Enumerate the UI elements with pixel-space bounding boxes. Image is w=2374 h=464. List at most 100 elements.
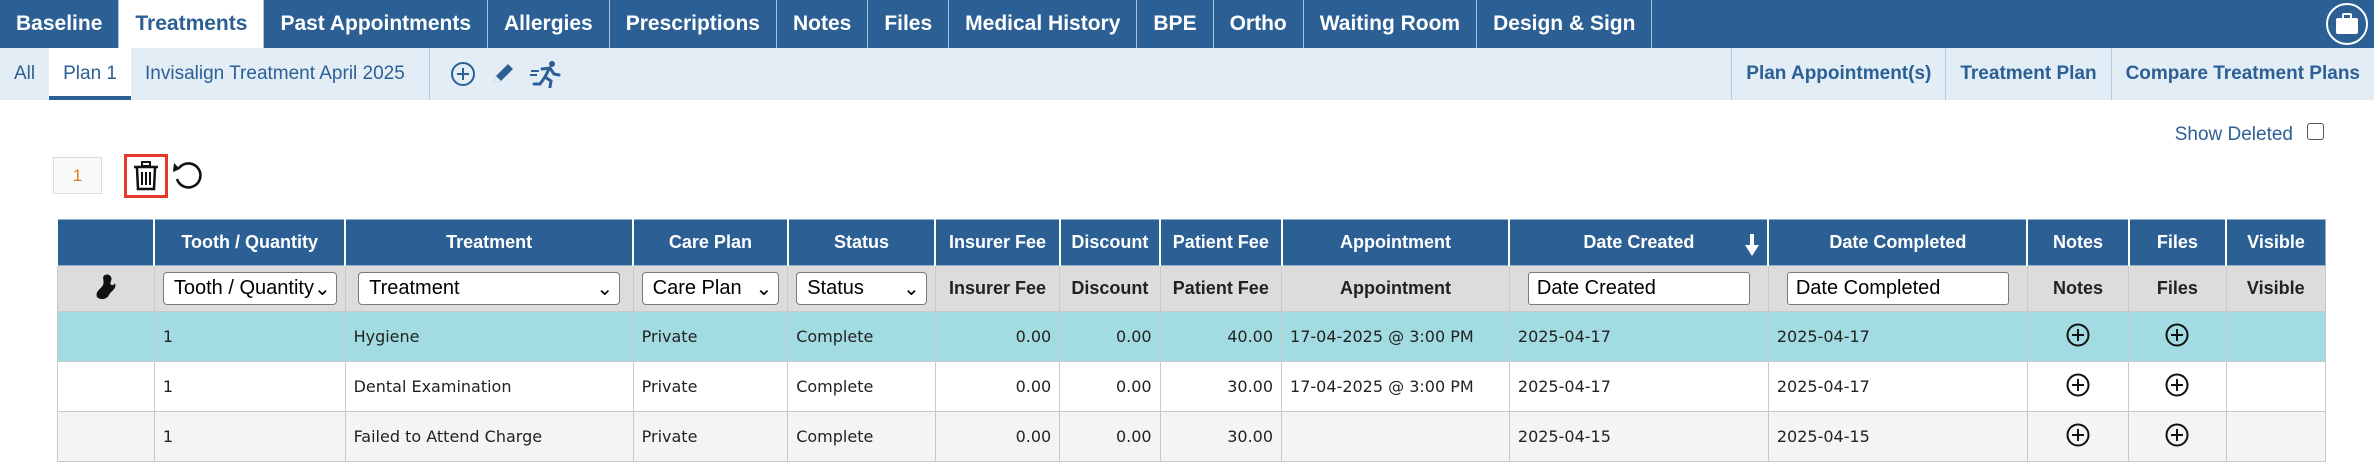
tab-waiting-room[interactable]: Waiting Room <box>1304 0 1478 48</box>
cell-files <box>2128 361 2227 412</box>
cell-date-completed: 2025-04-17 <box>1767 311 2028 362</box>
delete-button[interactable] <box>124 154 168 198</box>
row-handle <box>56 411 155 462</box>
undo-button[interactable] <box>168 156 208 196</box>
trash-icon <box>134 161 158 191</box>
subtab-plan-1[interactable]: Plan 1 <box>49 48 131 100</box>
tooth-icon[interactable] <box>91 271 121 301</box>
tab-baseline[interactable]: Baseline <box>0 0 120 48</box>
tab-allergies[interactable]: Allergies <box>488 0 610 48</box>
sort-down-icon[interactable] <box>1745 234 1760 256</box>
filter-files: Files <box>2128 265 2227 312</box>
briefcase-button[interactable] <box>2326 3 2368 45</box>
cell-discount: 0.00 <box>1059 411 1161 462</box>
briefcase-icon <box>2336 13 2358 34</box>
filter-cell-status: Status ⌄ <box>787 265 936 312</box>
cell-patient-fee: 30.00 <box>1159 361 1283 412</box>
tab-medical-history[interactable]: Medical History <box>949 0 1138 48</box>
plan-tools <box>428 48 582 100</box>
add-note-icon[interactable] <box>2066 323 2090 347</box>
table-row[interactable]: 1 Hygiene Private Complete 0.00 0.00 40.… <box>56 311 2327 362</box>
plan-actions: Plan Appointment(s) Treatment Plan Compa… <box>1731 48 2374 100</box>
cell-date-created: 2025-04-17 <box>1508 311 1769 362</box>
cell-visible <box>2225 311 2327 362</box>
add-note-icon[interactable] <box>2066 373 2090 397</box>
header-tooth-quantity[interactable]: Tooth / Quantity <box>153 219 346 266</box>
add-file-icon[interactable] <box>2165 323 2189 347</box>
treatment-filter[interactable]: Treatment ⌄ <box>358 272 621 305</box>
add-file-icon[interactable] <box>2165 373 2189 397</box>
table-row[interactable]: 1 Failed to Attend Charge Private Comple… <box>56 411 2327 462</box>
filter-visible: Visible <box>2225 265 2327 312</box>
cell-status: Complete <box>787 411 936 462</box>
cell-tooth: 1 <box>153 311 346 362</box>
header-patient-fee[interactable]: Patient Fee <box>1159 219 1283 266</box>
cell-appointment: 17-04-2025 @ 3:00 PM <box>1281 361 1510 412</box>
treatments-table: Tooth / Quantity Treatment Care Plan Sta… <box>55 219 2327 462</box>
compare-treatment-plans-link[interactable]: Compare Treatment Plans <box>2110 48 2374 100</box>
plan-name-label[interactable]: Invisalign Treatment April 2025 <box>145 63 405 84</box>
tab-design-sign[interactable]: Design & Sign <box>1477 0 1653 48</box>
filter-cell-treatment: Treatment ⌄ <box>344 265 634 312</box>
show-deleted-checkbox[interactable] <box>2307 122 2324 140</box>
status-filter[interactable]: Status ⌄ <box>796 272 927 305</box>
cell-visible <box>2225 411 2327 462</box>
header-visible[interactable]: Visible <box>2225 219 2327 266</box>
cell-date-completed: 2025-04-17 <box>1767 361 2028 412</box>
header-date-completed[interactable]: Date Completed <box>1767 219 2028 266</box>
tab-prescriptions[interactable]: Prescriptions <box>610 0 777 48</box>
filter-cell-date-created: Date Created <box>1508 265 1769 312</box>
pencil-icon[interactable] <box>490 61 516 87</box>
treatment-plan-link[interactable]: Treatment Plan <box>1945 48 2110 100</box>
header-notes[interactable]: Notes <box>2026 219 2130 266</box>
cell-insurer-fee: 0.00 <box>934 361 1061 412</box>
running-person-icon[interactable] <box>529 60 562 88</box>
filter-cell-tooth: Tooth / Quantity ⌄ <box>153 265 346 312</box>
header-care-plan[interactable]: Care Plan <box>632 219 789 266</box>
cell-treatment: Dental Examination <box>344 361 634 412</box>
tab-files[interactable]: Files <box>868 0 950 48</box>
header-status[interactable]: Status <box>786 219 936 266</box>
cell-discount: 0.00 <box>1059 361 1161 412</box>
cell-insurer-fee: 0.00 <box>934 411 1061 462</box>
add-note-icon[interactable] <box>2066 423 2090 447</box>
plan-appointments-link[interactable]: Plan Appointment(s) <box>1731 48 1945 100</box>
cell-insurer-fee: 0.00 <box>934 311 1061 362</box>
tab-notes[interactable]: Notes <box>777 0 869 48</box>
cell-status: Complete <box>787 311 936 362</box>
cell-tooth: 1 <box>153 411 346 462</box>
date-created-filter[interactable]: Date Created <box>1527 272 1750 305</box>
table-header-row: Tooth / Quantity Treatment Care Plan Sta… <box>55 219 2327 266</box>
cell-care-plan: Private <box>632 361 789 412</box>
add-file-icon[interactable] <box>2165 423 2189 447</box>
filter-cell-care-plan: Care Plan ⌄ <box>632 265 789 312</box>
header-files[interactable]: Files <box>2127 219 2227 266</box>
tab-bpe[interactable]: BPE <box>1137 0 1214 48</box>
filter-cell-date-completed: Date Completed <box>1767 265 2028 312</box>
cell-files <box>2128 311 2227 362</box>
tab-treatments[interactable]: Treatments <box>119 0 265 48</box>
cell-tooth: 1 <box>153 361 346 412</box>
header-discount[interactable]: Discount <box>1058 219 1161 266</box>
header-appointment[interactable]: Appointment <box>1280 219 1510 266</box>
header-insurer-fee[interactable]: Insurer Fee <box>934 219 1061 266</box>
date-completed-filter[interactable]: Date Completed <box>1786 272 2009 305</box>
care-plan-filter[interactable]: Care Plan ⌄ <box>641 272 780 305</box>
filter-insurer-fee: Insurer Fee <box>934 265 1061 312</box>
subtab-all[interactable]: All <box>14 63 36 84</box>
header-date-created[interactable]: Date Created <box>1508 219 1769 266</box>
plan-tab-bar: All Plan 1 Invisalign Treatment April 20… <box>0 48 2374 100</box>
cell-files <box>2128 411 2227 462</box>
row-handle <box>56 311 155 362</box>
header-treatment[interactable]: Treatment <box>344 219 634 266</box>
cell-care-plan: Private <box>632 311 789 362</box>
add-circle-icon[interactable] <box>450 61 476 87</box>
cell-notes <box>2026 361 2130 412</box>
tab-ortho[interactable]: Ortho <box>1214 0 1304 48</box>
page-number[interactable]: 1 <box>53 157 102 194</box>
tooth-quantity-filter[interactable]: Tooth / Quantity ⌄ <box>162 272 337 305</box>
cell-patient-fee: 30.00 <box>1159 411 1283 462</box>
tab-past-appointments[interactable]: Past Appointments <box>264 0 489 48</box>
filter-appointment: Appointment <box>1281 265 1510 312</box>
table-row[interactable]: 1 Dental Examination Private Complete 0.… <box>56 361 2327 412</box>
